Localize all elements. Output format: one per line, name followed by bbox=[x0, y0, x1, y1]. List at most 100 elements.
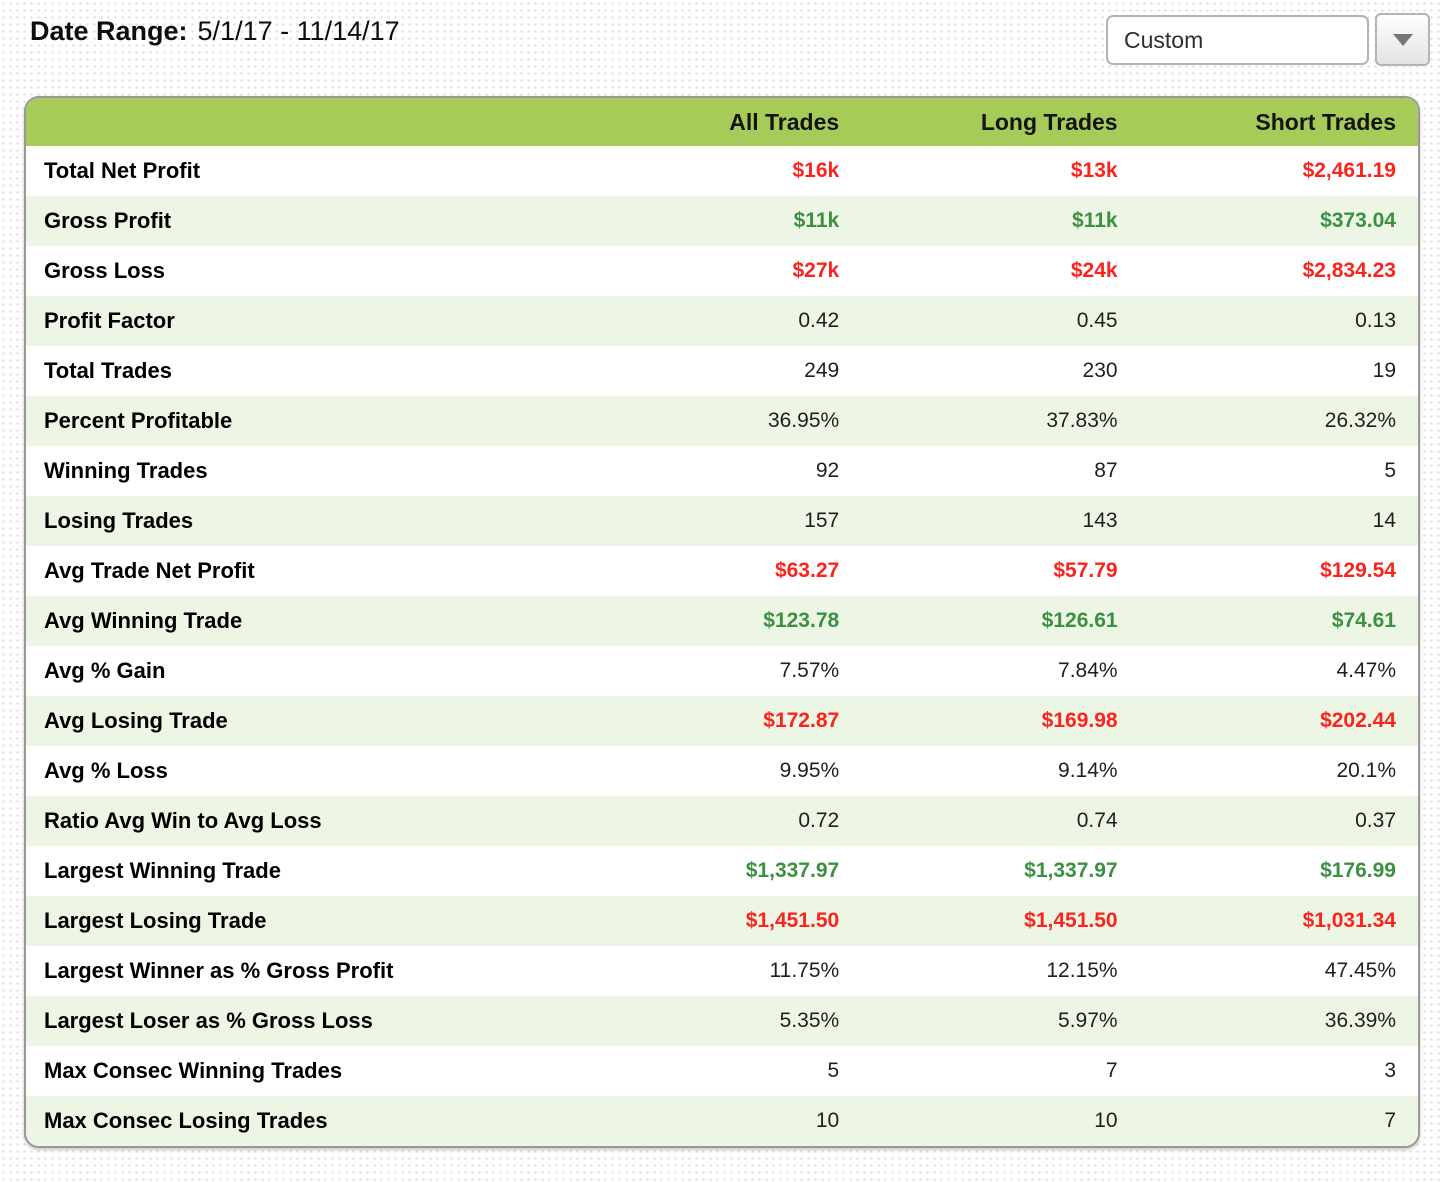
metric-label: Avg Winning Trade bbox=[44, 608, 243, 633]
table-row: Avg % Gain 7.57% 7.84% 4.47% bbox=[26, 646, 1418, 696]
short-trades-value: 0.13 bbox=[1355, 309, 1396, 332]
short-trades-value: 47.45% bbox=[1324, 959, 1396, 982]
short-trades-value: $129.54 bbox=[1320, 559, 1396, 582]
table-row: Max Consec Winning Trades 5 7 3 bbox=[26, 1046, 1418, 1096]
long-trades-value: 37.83% bbox=[1046, 409, 1118, 432]
long-trades-value: $24k bbox=[1070, 259, 1118, 282]
date-range-value: 5/1/17 - 11/14/17 bbox=[197, 16, 400, 46]
table-row: Profit Factor 0.42 0.45 0.13 bbox=[26, 296, 1418, 346]
long-trades-value: 12.15% bbox=[1046, 959, 1118, 982]
long-trades-value: $1,337.97 bbox=[1024, 859, 1118, 882]
all-trades-value: 36.95% bbox=[767, 409, 840, 432]
long-trades-value: $169.98 bbox=[1041, 709, 1118, 732]
short-trades-value: $373.04 bbox=[1320, 209, 1396, 232]
all-trades-value: 7.57% bbox=[779, 659, 840, 682]
metric-label: Avg % Gain bbox=[44, 658, 166, 683]
long-trades-value: 143 bbox=[1082, 509, 1118, 532]
table-row: Losing Trades 157 143 14 bbox=[26, 496, 1418, 546]
table-row: Largest Winning Trade $1,337.97 $1,337.9… bbox=[26, 846, 1418, 896]
short-trades-value: 14 bbox=[1372, 509, 1396, 532]
metric-label: Ratio Avg Win to Avg Loss bbox=[44, 808, 322, 833]
metric-label: Largest Losing Trade bbox=[44, 908, 267, 933]
long-trades-value: $13k bbox=[1070, 159, 1118, 182]
long-trades-value: 87 bbox=[1094, 459, 1118, 482]
metric-label: Largest Winner as % Gross Profit bbox=[44, 958, 394, 983]
metric-label: Percent Profitable bbox=[44, 408, 233, 433]
metric-label: Gross Loss bbox=[44, 258, 166, 283]
table-row: Avg Winning Trade $123.78 $126.61 $74.61 bbox=[26, 596, 1418, 646]
table-row: Total Net Profit $16k $13k $2,461.19 bbox=[26, 146, 1418, 196]
table-row: Percent Profitable 36.95% 37.83% 26.32% bbox=[26, 396, 1418, 446]
long-trades-value: 10 bbox=[1094, 1109, 1118, 1132]
short-trades-value: 0.37 bbox=[1355, 809, 1396, 832]
metric-label: Losing Trades bbox=[44, 508, 194, 533]
table-row: Max Consec Losing Trades 10 10 7 bbox=[26, 1096, 1418, 1146]
all-trades-value: 0.42 bbox=[798, 309, 840, 332]
all-trades-value: 0.72 bbox=[798, 809, 840, 832]
table-row: Largest Winner as % Gross Profit 11.75% … bbox=[26, 946, 1418, 996]
long-trades-value: 7.84% bbox=[1058, 659, 1118, 682]
table-row: Avg % Loss 9.95% 9.14% 20.1% bbox=[26, 746, 1418, 796]
table-row: Gross Loss $27k $24k $2,834.23 bbox=[26, 246, 1418, 296]
long-trades-value: 230 bbox=[1082, 359, 1118, 382]
statistics-card: All Trades Long Trades Short Trades Tota… bbox=[24, 96, 1420, 1148]
long-trades-value: 7 bbox=[1105, 1059, 1118, 1082]
range-select-input[interactable]: Custom bbox=[1106, 15, 1369, 65]
all-trades-value: $16k bbox=[792, 159, 840, 182]
date-range: Date Range: 5/1/17 - 11/14/17 bbox=[30, 12, 400, 47]
date-range-label: Date Range: bbox=[30, 16, 188, 46]
short-trades-value: $202.44 bbox=[1320, 709, 1396, 732]
toolbar: Date Range: 5/1/17 - 11/14/17 Custom bbox=[0, 0, 1444, 96]
metric-label: Profit Factor bbox=[44, 308, 175, 333]
short-trades-value: $176.99 bbox=[1320, 859, 1396, 882]
long-trades-value: 9.14% bbox=[1058, 759, 1118, 782]
metric-label: Largest Loser as % Gross Loss bbox=[44, 1008, 373, 1033]
all-trades-value: 10 bbox=[815, 1109, 840, 1132]
metric-label: Total Trades bbox=[44, 358, 172, 383]
metric-label: Max Consec Losing Trades bbox=[44, 1108, 328, 1133]
long-trades-value: 0.45 bbox=[1076, 309, 1118, 332]
column-header-long-trades: Long Trades bbox=[861, 98, 1140, 146]
short-trades-value: 36.39% bbox=[1324, 1009, 1396, 1032]
all-trades-value: $63.27 bbox=[774, 559, 840, 582]
column-header-all-trades: All Trades bbox=[582, 98, 862, 146]
short-trades-value: 19 bbox=[1372, 359, 1396, 382]
table-row: Ratio Avg Win to Avg Loss 0.72 0.74 0.37 bbox=[26, 796, 1418, 846]
all-trades-value: $27k bbox=[792, 259, 840, 282]
all-trades-value: $172.87 bbox=[763, 709, 840, 732]
table-row: Winning Trades 92 87 5 bbox=[26, 446, 1418, 496]
metric-column-header bbox=[26, 98, 583, 146]
short-trades-value: 20.1% bbox=[1336, 759, 1396, 782]
all-trades-value: 9.95% bbox=[779, 759, 840, 782]
long-trades-value: $11k bbox=[1072, 209, 1118, 232]
all-trades-value: $11k bbox=[793, 209, 840, 232]
short-trades-value: $2,834.23 bbox=[1302, 259, 1396, 282]
all-trades-value: 5.35% bbox=[779, 1009, 840, 1032]
table-row: Gross Profit $11k $11k $373.04 bbox=[26, 196, 1418, 246]
trade-statistics-table: All Trades Long Trades Short Trades Tota… bbox=[26, 98, 1418, 1146]
long-trades-value: 0.74 bbox=[1076, 809, 1118, 832]
column-header-short-trades: Short Trades bbox=[1139, 98, 1418, 146]
metric-label: Winning Trades bbox=[44, 458, 208, 483]
metric-label: Max Consec Winning Trades bbox=[44, 1058, 343, 1083]
all-trades-value: 92 bbox=[815, 459, 840, 482]
short-trades-value: 7 bbox=[1384, 1109, 1396, 1132]
table-row: Largest Losing Trade $1,451.50 $1,451.50… bbox=[26, 896, 1418, 946]
long-trades-value: 5.97% bbox=[1058, 1009, 1118, 1032]
metric-label: Avg % Loss bbox=[44, 758, 168, 783]
short-trades-value: $1,031.34 bbox=[1302, 909, 1396, 932]
all-trades-value: $123.78 bbox=[763, 609, 840, 632]
metric-label: Avg Losing Trade bbox=[44, 708, 228, 733]
long-trades-value: $57.79 bbox=[1053, 559, 1118, 582]
range-combobox: Custom bbox=[1106, 13, 1430, 66]
all-trades-value: 11.75% bbox=[769, 959, 840, 982]
range-select-dropdown-button[interactable] bbox=[1375, 13, 1430, 66]
chevron-down-icon bbox=[1392, 33, 1413, 46]
short-trades-value: 4.47% bbox=[1336, 659, 1396, 682]
metric-label: Gross Profit bbox=[44, 208, 172, 233]
metric-label: Total Net Profit bbox=[44, 158, 201, 183]
short-trades-value: $2,461.19 bbox=[1302, 159, 1396, 182]
short-trades-value: 5 bbox=[1384, 459, 1396, 482]
table-header-row: All Trades Long Trades Short Trades bbox=[26, 98, 1418, 146]
all-trades-value: $1,451.50 bbox=[745, 909, 840, 932]
